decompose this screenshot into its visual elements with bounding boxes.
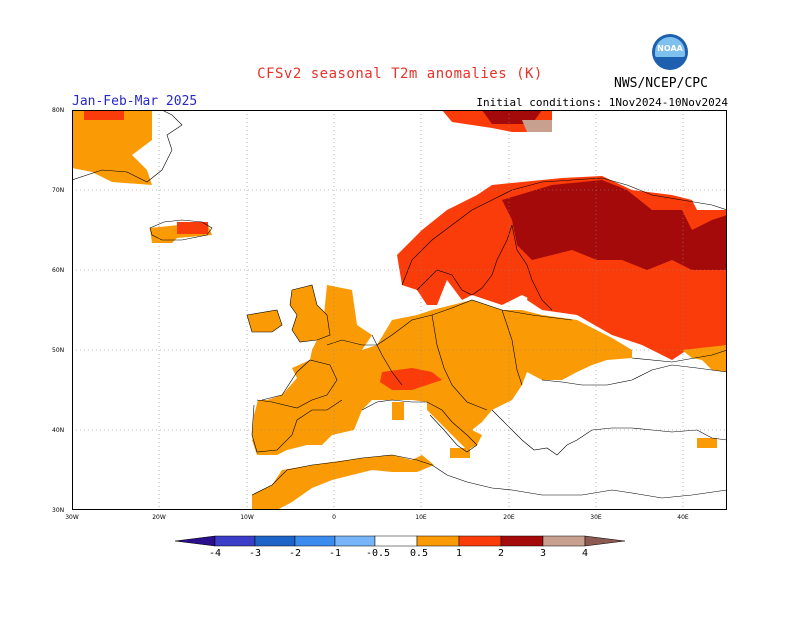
colorbar-arrow-right — [584, 535, 626, 547]
lat-label-50n: 50N — [52, 347, 65, 354]
colorbar-seg-3-4 — [542, 535, 586, 547]
lon-label-20e: 20E — [503, 514, 515, 521]
map-frame — [72, 110, 727, 510]
colorbar-tick-05: 0.5 — [409, 548, 429, 559]
lat-label-30n: 30N — [52, 507, 65, 514]
region-russia — [527, 270, 727, 360]
colorbar-seg-2-3 — [500, 535, 544, 547]
lon-label-0: 0 — [332, 514, 336, 521]
colorbar-tick-m1: -1 — [328, 548, 342, 559]
colorbar-tick-m4: -4 — [208, 548, 222, 559]
lon-label-40e: 40E — [677, 514, 689, 521]
region-alps — [380, 368, 442, 390]
colorbar-seg-m1-m05 — [334, 535, 376, 547]
region-italy — [427, 385, 482, 450]
region-europe — [252, 285, 632, 455]
noaa-logo: NOAA — [652, 34, 688, 70]
lon-label-10w: 10W — [240, 514, 254, 521]
region-sardinia — [392, 402, 404, 420]
colorbar-arrow-left — [174, 535, 216, 547]
region-iceland-red — [177, 222, 208, 234]
lat-label-70n: 70N — [52, 187, 65, 194]
colorbar-tick-m2: -2 — [288, 548, 302, 559]
region-sicily — [450, 448, 470, 458]
region-svalbard-tan — [522, 120, 552, 132]
region-north-africa — [252, 455, 434, 510]
colorbar-tick-1: 1 — [455, 548, 463, 559]
colorbar-tick-2: 2 — [497, 548, 505, 559]
colorbar-tick-m05: -0.5 — [365, 548, 391, 559]
region-iberia — [252, 400, 297, 452]
colorbar-seg-05-1 — [416, 535, 460, 547]
logo-sky — [655, 37, 685, 57]
region-north-dark — [502, 180, 727, 270]
map-title: CFSv2 seasonal T2m anomalies (K) — [257, 66, 543, 82]
colorbar-tick-m3: -3 — [248, 548, 262, 559]
colorbar-seg-1-2 — [458, 535, 502, 547]
coastlines — [72, 110, 727, 499]
forecast-period: Jan-Feb-Mar 2025 — [72, 94, 198, 109]
lat-label-40n: 40N — [52, 427, 65, 434]
lon-label-10e: 10E — [415, 514, 427, 521]
colorbar-seg-m4-m3 — [214, 535, 256, 547]
agency-label: NWS/NCEP/CPC — [614, 76, 708, 91]
region-greenland-red — [84, 110, 124, 120]
lat-label-60n: 60N — [52, 267, 65, 274]
lon-label-20w: 20W — [152, 514, 166, 521]
colorbar-seg-m3-m2 — [254, 535, 296, 547]
initial-conditions: Initial conditions: 1Nov2024-10Nov2024 — [476, 96, 728, 109]
colorbar-tick-4: 4 — [581, 548, 589, 559]
lon-label-30e: 30E — [590, 514, 602, 521]
colorbar-seg-neutral — [374, 535, 418, 547]
region-ireland — [247, 310, 282, 332]
region-britain — [290, 285, 330, 342]
region-eastern-edge — [682, 345, 727, 372]
region-greenland — [72, 110, 152, 185]
logo-text: NOAA — [657, 44, 683, 53]
anomaly-fills — [72, 110, 727, 510]
colorbar — [174, 535, 626, 547]
lat-label-80n: 80N — [52, 107, 65, 114]
colorbar-seg-m2-m1 — [294, 535, 336, 547]
anomaly-map — [72, 110, 727, 510]
colorbar-tick-3: 3 — [539, 548, 547, 559]
lon-label-30w: 30W — [65, 514, 79, 521]
graticule — [72, 110, 727, 510]
region-cyprus — [697, 438, 717, 448]
